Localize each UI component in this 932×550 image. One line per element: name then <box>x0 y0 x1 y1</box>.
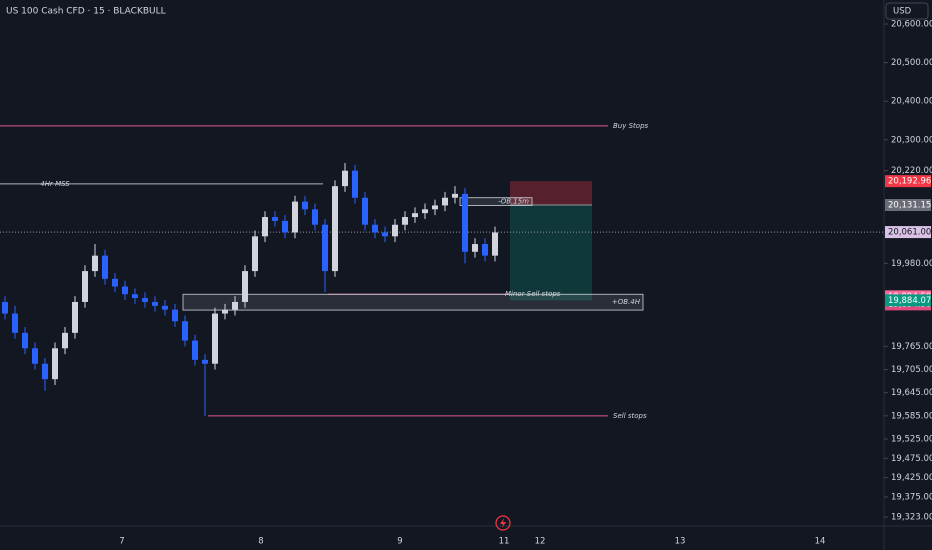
y-tick-label: 19,475.00 <box>891 454 932 464</box>
candle-body <box>352 170 358 198</box>
y-tick-label: 19,980.00 <box>891 259 932 269</box>
y-tick-label: 19,585.00 <box>891 411 932 421</box>
candle-body <box>302 201 308 210</box>
order-block-label: -OB.15m <box>498 198 529 206</box>
candle-body <box>262 217 268 237</box>
order-block <box>182 293 644 311</box>
candle-body <box>72 301 78 333</box>
candle-body <box>432 205 438 210</box>
candle-body <box>472 244 478 252</box>
chart-title: US 100 Cash CFD · 15 · BLACKBULL <box>6 7 166 17</box>
x-tick-label: 12 <box>535 537 546 547</box>
candle-body <box>92 255 98 272</box>
candle-body <box>52 348 58 380</box>
candle-body <box>372 224 378 233</box>
plot: 20,600.00 20,500.00 20,400.00 20,300.00 20,2… <box>0 20 932 547</box>
candle-body <box>462 193 468 252</box>
price-tag-label: 19,884.07 <box>888 296 931 306</box>
candle-body <box>32 348 38 364</box>
y-tick-label: 20,500.00 <box>891 58 932 68</box>
x-tick-label: 13 <box>675 537 686 547</box>
candle-body <box>362 197 368 225</box>
candle-body <box>242 271 248 302</box>
y-tick-label: 20,400.00 <box>891 97 932 107</box>
candle-body <box>12 313 18 333</box>
candle-body <box>382 232 388 237</box>
candle-body <box>132 294 138 299</box>
price-tag-label: 20,192.96 <box>888 177 931 187</box>
order-block-label: +OB.4H <box>612 298 641 306</box>
candle-body <box>212 313 218 364</box>
candle-body <box>42 363 48 380</box>
candle-body <box>412 213 418 218</box>
y-tick-label: 19,525.00 <box>891 435 932 445</box>
y-tick-label: 20,220.00 <box>891 166 932 176</box>
candle-body <box>122 286 128 295</box>
candle-body <box>2 301 8 314</box>
candle-body <box>162 305 168 310</box>
candle-body <box>202 359 208 364</box>
candle-body <box>442 197 448 206</box>
candle-body <box>222 309 228 314</box>
y-tick-label: 20,300.00 <box>891 135 932 145</box>
y-tick-label: 19,323.00 <box>891 513 932 523</box>
candle-body <box>332 186 338 272</box>
candle-body <box>172 309 178 322</box>
y-tick-label: 19,425.00 <box>891 473 932 483</box>
stop-zone <box>510 181 592 206</box>
replay-icon-bolt <box>500 518 506 528</box>
candle-body <box>142 298 148 302</box>
candle-body <box>232 301 238 310</box>
level-label: 4Hr MSS <box>40 180 70 188</box>
candle-body <box>322 224 328 272</box>
price-tag <box>885 175 931 188</box>
target-zone <box>510 205 592 301</box>
y-tick-label: 20,600.00 <box>891 20 932 30</box>
candle-body <box>492 232 498 256</box>
level-label: Buy Stops <box>613 122 649 130</box>
candle-body <box>482 244 488 256</box>
x-tick-label: 9 <box>397 537 402 547</box>
candle-body <box>192 340 198 360</box>
candle-body <box>82 271 88 302</box>
candle-body <box>422 209 428 214</box>
candle-body <box>342 170 348 187</box>
candle-body <box>252 236 258 272</box>
x-tick-label: 11 <box>499 537 510 547</box>
price-tag <box>885 226 931 239</box>
candle-body <box>182 321 188 341</box>
candle-body <box>392 224 398 237</box>
replay-icon[interactable] <box>495 515 511 531</box>
currency-label: USD <box>893 7 912 17</box>
candle-body <box>112 278 118 287</box>
x-tick-label: 7 <box>119 537 124 547</box>
price-tag-label: 20,061.00 <box>888 228 931 238</box>
candle-body <box>402 217 408 225</box>
candle-body <box>452 193 458 198</box>
y-tick-label: 19,645.00 <box>891 388 932 398</box>
candle-body <box>292 201 298 233</box>
currency-button[interactable] <box>885 2 929 20</box>
price-tag <box>885 294 931 307</box>
candle-body <box>152 301 158 306</box>
candle-body <box>282 220 288 233</box>
candle-body <box>312 209 318 225</box>
price-tag <box>885 199 931 212</box>
level-label: Sell stops <box>613 412 647 420</box>
x-tick-label: 14 <box>815 537 826 547</box>
x-tick-label: 8 <box>258 537 263 547</box>
price-tag-label: 20,131.15 <box>888 201 931 211</box>
candle-body <box>62 332 68 349</box>
candle-body <box>102 255 108 279</box>
candle-body <box>22 332 28 349</box>
y-tick-label: 19,705.00 <box>891 365 932 375</box>
candle-body <box>272 217 278 221</box>
y-tick-label: 19,375.00 <box>891 492 932 502</box>
order-block <box>459 197 533 206</box>
y-tick-label: 19,765.00 <box>891 342 932 352</box>
